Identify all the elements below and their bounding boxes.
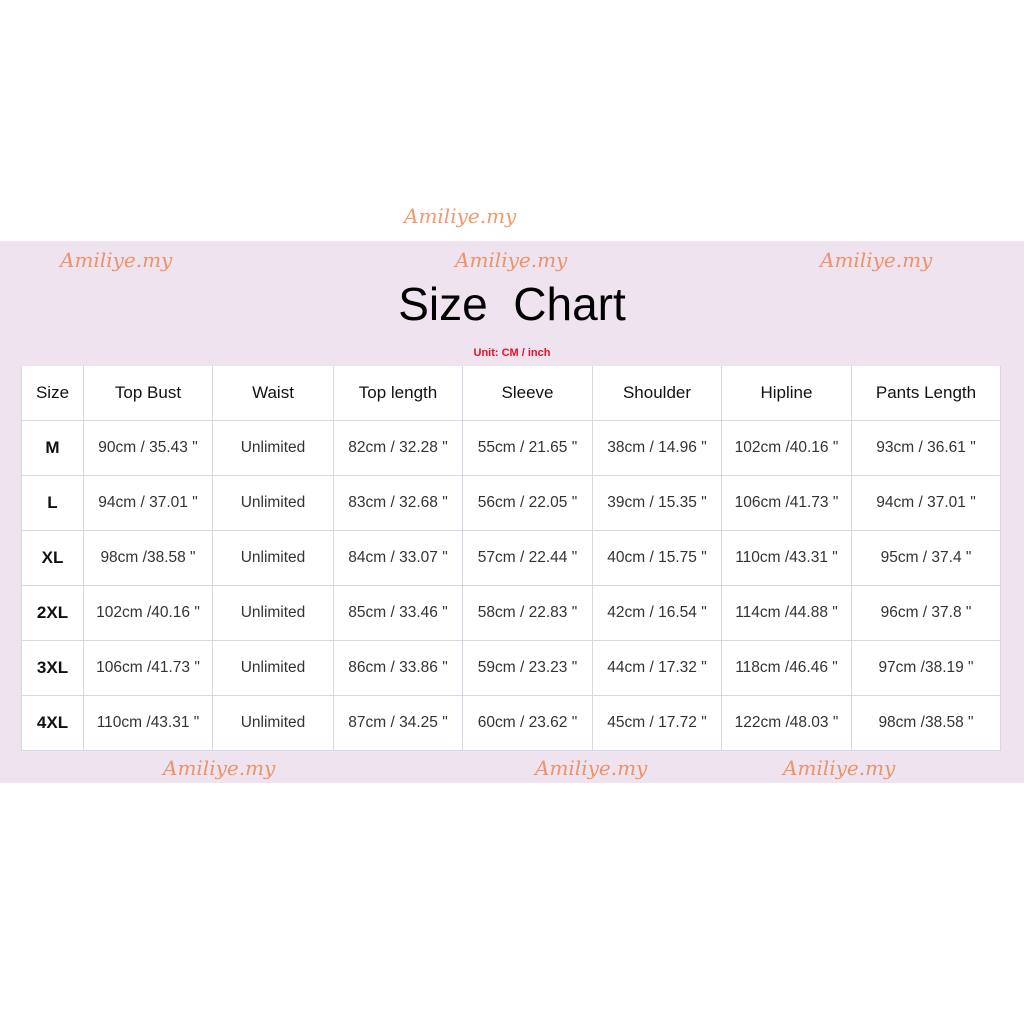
table-cell: Unlimited — [212, 585, 334, 641]
table-cell: 93cm / 36.61 " — [851, 420, 1001, 476]
table-cell: 83cm / 32.68 " — [333, 475, 463, 531]
table-cell: Unlimited — [212, 530, 334, 586]
column-header: Shoulder — [592, 366, 722, 421]
table-cell: 97cm /38.19 " — [851, 640, 1001, 696]
column-header: Waist — [212, 366, 334, 421]
size-cell: 3XL — [21, 640, 84, 696]
column-header: Top length — [333, 366, 463, 421]
table-cell: 60cm / 23.62 " — [462, 695, 593, 751]
column-header: Sleeve — [462, 366, 593, 421]
table-cell: 55cm / 21.65 " — [462, 420, 593, 476]
table-cell: 59cm / 23.23 " — [462, 640, 593, 696]
column-header: Hipline — [721, 366, 852, 421]
size-table: Size Top Bust Waist Top length Sleeve Shoulde… — [21, 366, 1001, 751]
table-cell: 98cm /38.58 " — [83, 530, 213, 586]
table-row: 2XL 102cm /40.16 " Unlimited 85cm / 33.46 "… — [21, 585, 1001, 641]
table-cell: 122cm /48.03 " — [721, 695, 852, 751]
unit-label: Unit: CM / inch — [473, 347, 551, 359]
table-row: 4XL 110cm /43.31 " Unlimited 87cm / 34.25 "… — [21, 695, 1001, 751]
table-cell: 84cm / 33.07 " — [333, 530, 463, 586]
table-row: XL 98cm /38.58 " Unlimited 84cm / 33.07 " 57… — [21, 530, 1001, 586]
table-cell: 114cm /44.88 " — [721, 585, 852, 641]
size-cell: L — [21, 475, 84, 531]
table-cell: 58cm / 22.83 " — [462, 585, 593, 641]
table-cell: Unlimited — [212, 475, 334, 531]
table-cell: Unlimited — [212, 640, 334, 696]
table-cell: 98cm /38.58 " — [851, 695, 1001, 751]
watermark: Amiliye.my — [404, 204, 517, 228]
table-cell: 106cm /41.73 " — [83, 640, 213, 696]
table-cell: 90cm / 35.43 " — [83, 420, 213, 476]
table-cell: 85cm / 33.46 " — [333, 585, 463, 641]
size-cell: 4XL — [21, 695, 84, 751]
table-cell: Unlimited — [212, 420, 334, 476]
table-row: L 94cm / 37.01 " Unlimited 83cm / 32.68 " 56… — [21, 475, 1001, 531]
table-cell: 44cm / 17.32 " — [592, 640, 722, 696]
table-cell: 56cm / 22.05 " — [462, 475, 593, 531]
page-title: Size Chart — [398, 278, 626, 330]
column-header: Pants Length — [851, 366, 1001, 421]
table-cell: 40cm / 15.75 " — [592, 530, 722, 586]
table-cell: 95cm / 37.4 " — [851, 530, 1001, 586]
table-cell: 82cm / 32.28 " — [333, 420, 463, 476]
table-cell: 42cm / 16.54 " — [592, 585, 722, 641]
table-cell: 38cm / 14.96 " — [592, 420, 722, 476]
size-cell: XL — [21, 530, 84, 586]
table-cell: 94cm / 37.01 " — [83, 475, 213, 531]
table-row: 3XL 106cm /41.73 " Unlimited 86cm / 33.86 "… — [21, 640, 1001, 696]
size-cell: 2XL — [21, 585, 84, 641]
table-cell: Unlimited — [212, 695, 334, 751]
table-cell: 106cm /41.73 " — [721, 475, 852, 531]
table-cell: 102cm /40.16 " — [721, 420, 852, 476]
table-row: M 90cm / 35.43 " Unlimited 82cm / 32.28 " 55… — [21, 420, 1001, 476]
column-header: Size — [21, 366, 84, 421]
table-cell: 96cm / 37.8 " — [851, 585, 1001, 641]
table-cell: 87cm / 34.25 " — [333, 695, 463, 751]
table-cell: 110cm /43.31 " — [83, 695, 213, 751]
table-cell: 118cm /46.46 " — [721, 640, 852, 696]
table-cell: 110cm /43.31 " — [721, 530, 852, 586]
table-cell: 86cm / 33.86 " — [333, 640, 463, 696]
table-cell: 94cm / 37.01 " — [851, 475, 1001, 531]
column-header: Top Bust — [83, 366, 213, 421]
table-cell: 102cm /40.16 " — [83, 585, 213, 641]
table-cell: 39cm / 15.35 " — [592, 475, 722, 531]
table-cell: 57cm / 22.44 " — [462, 530, 593, 586]
size-cell: M — [21, 420, 84, 476]
table-cell: 45cm / 17.72 " — [592, 695, 722, 751]
header-row: Size Top Bust Waist Top length Sleeve Shoulde… — [21, 366, 1001, 421]
